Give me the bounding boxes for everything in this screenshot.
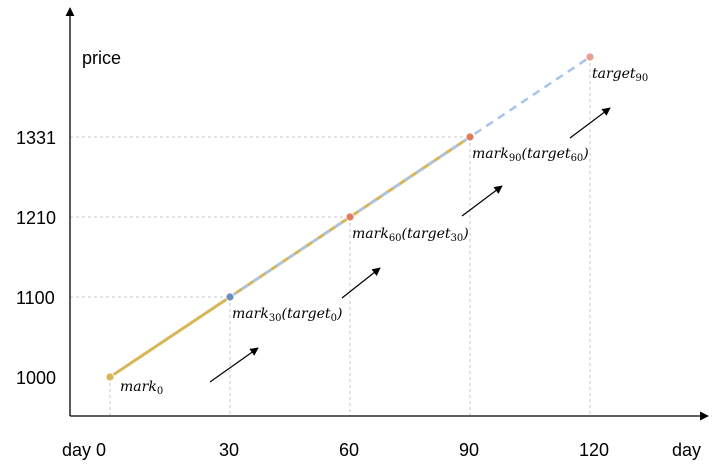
point-label: mark30(target0) — [232, 306, 342, 324]
guide-lines — [70, 57, 591, 416]
data-point — [345, 212, 355, 222]
point-annotations: mark0 mark30(target0) mark60(target30) mark… — [120, 66, 648, 397]
point-label: mark90(target60) — [472, 146, 589, 164]
dashed-line — [229, 55, 591, 299]
point-label: mark60(target30) — [352, 226, 469, 244]
data-point — [585, 52, 595, 62]
data-point — [225, 292, 235, 302]
progress-arrow — [569, 107, 611, 139]
y-tick-label: 1210 — [16, 208, 56, 228]
progress-arrow — [341, 267, 381, 299]
x-tick-label: 60 — [339, 440, 359, 460]
progress-arrows — [209, 107, 611, 383]
x-tick-label: 120 — [579, 440, 609, 460]
progress-arrow — [209, 347, 259, 383]
tick-labels: day 0 30 60 90 120 1000 1100 1210 1331 — [16, 128, 609, 460]
y-tick-label: 1331 — [16, 128, 56, 148]
x-tick-label: day 0 — [62, 440, 106, 460]
point-label: target90 — [592, 66, 648, 84]
y-tick-label: 1100 — [16, 288, 55, 308]
data-point — [105, 372, 115, 382]
progress-arrow — [461, 185, 503, 217]
data-markers — [105, 52, 595, 382]
y-axis-label: price — [82, 48, 121, 68]
y-tick-label: 1000 — [16, 368, 56, 388]
x-tick-label: 90 — [459, 440, 479, 460]
axes: price day — [65, 7, 709, 460]
x-axis-label: day — [672, 440, 701, 460]
series-lines — [108, 55, 591, 379]
x-tick-label: 30 — [219, 440, 239, 460]
data-point — [465, 132, 475, 142]
point-label: mark0 — [120, 379, 163, 397]
